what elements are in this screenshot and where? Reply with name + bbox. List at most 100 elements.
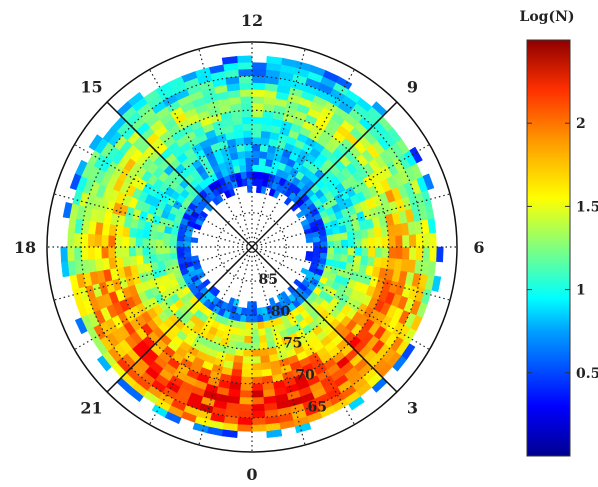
heat-cell [251, 403, 266, 412]
heat-cell [122, 226, 131, 238]
heat-cell [251, 178, 258, 186]
sector-boundary-line [106, 101, 398, 393]
heat-cell [94, 234, 103, 248]
heat-cell [347, 246, 355, 256]
heat-cell [300, 218, 310, 227]
heat-cell [261, 117, 273, 126]
heat-cell [295, 210, 305, 219]
heat-cell [233, 354, 244, 364]
heat-cell [244, 151, 253, 159]
heat-cell [101, 234, 110, 248]
heat-cell [259, 144, 269, 153]
heat-cell [60, 246, 69, 263]
heat-cell [183, 236, 192, 243]
heat-cell [243, 137, 253, 146]
heat-cell [353, 238, 362, 248]
heat-cell [149, 230, 158, 240]
heat-cell [333, 239, 342, 248]
heat-cell [387, 246, 396, 259]
heat-cell [236, 151, 246, 160]
mlt-labels: 12 9 6 3 0 21 18 15 [14, 11, 485, 484]
heat-cell [240, 103, 253, 112]
heat-cell [394, 234, 403, 248]
heat-cell [366, 227, 375, 239]
heat-cell [359, 228, 369, 239]
heat-cell [251, 308, 258, 316]
heat-cell [251, 96, 265, 105]
heat-cell [246, 185, 253, 193]
heat-cell [223, 189, 232, 199]
heat-cell [135, 255, 145, 266]
heat-cell [201, 278, 211, 288]
heat-cell [346, 230, 355, 240]
heat-cell [381, 236, 389, 248]
mlat-label-85: 85 [258, 272, 277, 288]
heat-cell [232, 124, 244, 133]
heat-cell [319, 246, 328, 254]
heat-cell [251, 389, 265, 398]
heat-cell [237, 327, 246, 336]
heat-cell [176, 234, 185, 242]
heat-cell [428, 246, 437, 262]
heat-cell [235, 144, 245, 153]
heat-cell [415, 233, 424, 248]
heat-cell [257, 171, 265, 180]
colorbar-tick-label: 1 [576, 283, 586, 299]
heat-cell [340, 246, 348, 255]
heat-cell [241, 116, 253, 125]
heat-cell [67, 232, 76, 248]
heat-cell [246, 301, 253, 309]
heat-cell [108, 235, 117, 248]
mlat-circle [80, 75, 424, 419]
heat-cell [80, 246, 89, 261]
heat-cell [233, 130, 244, 140]
heat-cell [352, 229, 362, 240]
heat-cell [251, 130, 262, 139]
colorbar-tick-label: 1.5 [576, 199, 598, 215]
colorbar-gradient [526, 39, 571, 457]
heat-cell [258, 334, 268, 343]
heat-cell [238, 320, 247, 329]
heat-cell [115, 236, 123, 248]
heat-cell [325, 252, 334, 261]
heat-cell [237, 69, 253, 77]
heat-cell [319, 252, 328, 260]
heat-cell [156, 246, 164, 255]
heat-cell [115, 246, 123, 258]
heat-cell [360, 237, 369, 248]
heat-cell [241, 369, 253, 378]
heat-cell [366, 255, 375, 267]
heat-cell [251, 137, 261, 146]
heat-cell [381, 246, 389, 258]
heat-cell [243, 144, 253, 152]
heat-cell [387, 235, 396, 248]
heat-cell [353, 246, 362, 256]
heat-cell [251, 348, 261, 357]
heat-cell [238, 75, 253, 84]
heat-cell [190, 237, 199, 243]
heat-cell [408, 246, 417, 261]
heat-cell [232, 319, 241, 329]
heat-cell [422, 232, 430, 248]
heat-cell [241, 376, 253, 384]
heat-cell [313, 241, 321, 248]
heat-cell [176, 240, 185, 248]
heat-cell [128, 246, 137, 257]
heat-cell [260, 361, 272, 370]
heat-cell [170, 227, 180, 236]
heat-cell [135, 228, 145, 239]
heat-cell [241, 110, 253, 118]
heat-cell [239, 396, 253, 405]
heat-cell [251, 110, 263, 118]
heat-cell [129, 255, 138, 267]
colorbar-ticks: 0.5 1 1.5 2 [527, 116, 598, 382]
heatmap-cells [60, 55, 444, 438]
heat-cell [142, 229, 152, 240]
heat-cell [256, 178, 263, 187]
heat-cell [245, 314, 253, 323]
heat-cell [428, 232, 437, 248]
heat-cell [305, 251, 314, 257]
heat-cell [374, 246, 383, 258]
heat-cell [121, 236, 130, 248]
heat-cell [373, 226, 382, 238]
